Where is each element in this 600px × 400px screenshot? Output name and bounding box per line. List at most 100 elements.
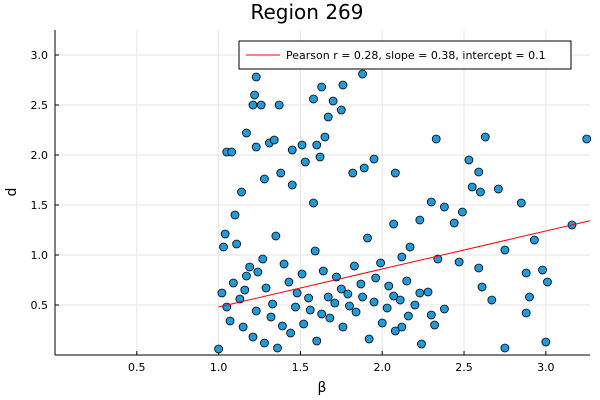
- scatter-point: [364, 334, 374, 344]
- scatter-point: [500, 343, 510, 353]
- scatter-point: [245, 262, 255, 272]
- scatter-point: [384, 281, 394, 291]
- scatter-point: [318, 266, 328, 276]
- scatter-point: [278, 321, 287, 331]
- scatter-point: [382, 303, 392, 313]
- scatter-point: [320, 132, 330, 142]
- scatter-point: [415, 288, 425, 298]
- scatter-point: [431, 134, 441, 144]
- scatter-point: [248, 100, 258, 110]
- scatter-point: [493, 184, 503, 194]
- scatter-point: [276, 168, 286, 178]
- scatter-point: [474, 167, 484, 177]
- scatter-point: [297, 140, 307, 150]
- scatter-point: [251, 142, 261, 152]
- scatter-point: [439, 304, 449, 314]
- scatter-point: [258, 254, 268, 264]
- scatter-point: [417, 339, 426, 349]
- scatter-point: [543, 277, 552, 287]
- scatter-point: [348, 168, 358, 178]
- scatter-point: [439, 202, 449, 212]
- scatter-point: [500, 245, 510, 255]
- scatter-point: [310, 246, 320, 256]
- y-tick-label: 1.5: [31, 199, 49, 212]
- scatter-point: [582, 134, 592, 144]
- scatter-point: [330, 298, 340, 308]
- scatter-point: [250, 90, 260, 100]
- scatter-point: [389, 219, 399, 229]
- scatter-point: [397, 322, 407, 332]
- scatter-point: [323, 292, 333, 302]
- scatter-point: [274, 100, 284, 110]
- scatter-point: [351, 307, 361, 317]
- scatter-point: [449, 218, 459, 228]
- scatter-point: [214, 344, 224, 354]
- scatter-point: [232, 239, 242, 249]
- scatter-point: [390, 168, 400, 178]
- scatter-point: [325, 313, 335, 323]
- scatter-point: [477, 282, 487, 292]
- scatter-point: [350, 261, 359, 271]
- scatter-point: [369, 297, 379, 307]
- scatter-point: [238, 322, 248, 332]
- scatter-point: [377, 318, 387, 328]
- scatter-point: [312, 336, 322, 346]
- chart-title: Region 269: [251, 0, 364, 24]
- x-tick-label: 1.5: [292, 361, 310, 374]
- scatter-point: [359, 163, 369, 173]
- scatter-point: [338, 80, 348, 90]
- scatter-point: [454, 257, 464, 267]
- scatter-point: [297, 269, 307, 279]
- scatter-point: [300, 157, 310, 167]
- y-tick-label: 2.5: [31, 99, 49, 112]
- y-tick-label: 1.0: [31, 249, 49, 262]
- scatter-point: [287, 180, 297, 190]
- scatter-point: [541, 337, 551, 347]
- scatter-point: [248, 332, 258, 342]
- scatter-point: [423, 287, 433, 297]
- scatter-point: [457, 207, 467, 217]
- scatter-point: [312, 140, 322, 150]
- scatter-point: [405, 242, 415, 252]
- scatter-point: [227, 147, 237, 157]
- legend-entry-label: Pearson r = 0.28, slope = 0.38, intercep…: [286, 49, 546, 62]
- scatter-point: [516, 198, 526, 208]
- scatter-point: [525, 292, 534, 302]
- scatter-point: [225, 316, 235, 326]
- scatter-point: [309, 198, 318, 208]
- scatter-point: [397, 252, 407, 262]
- scatter-point: [358, 292, 367, 302]
- scatter-point: [268, 299, 277, 309]
- scatter-point: [315, 152, 325, 162]
- scatter-point: [474, 263, 484, 273]
- scatter-point: [284, 277, 294, 287]
- scatter-point: [467, 182, 477, 192]
- scatter-point: [426, 310, 436, 320]
- scatter-point: [260, 338, 269, 348]
- x-tick-label: 2.5: [455, 361, 473, 374]
- scatter-point: [410, 300, 420, 310]
- scatter-point: [389, 291, 399, 301]
- scatter-point: [292, 288, 302, 298]
- scatter-point: [426, 197, 436, 207]
- scatter-point: [487, 295, 497, 305]
- scatter-point: [480, 132, 490, 142]
- scatter-point: [369, 154, 379, 164]
- scatter-point: [521, 308, 531, 318]
- scatter-point: [323, 112, 333, 122]
- scatter-point: [299, 319, 309, 329]
- scatter-point: [402, 276, 412, 286]
- scatter-point: [430, 320, 439, 330]
- scatter-point: [228, 278, 238, 288]
- scatter-points: [214, 69, 592, 354]
- scatter-point: [220, 229, 230, 239]
- scatter-point: [371, 273, 381, 283]
- x-tick-label: 3.0: [537, 361, 555, 374]
- scatter-point: [415, 215, 425, 225]
- regression-line-group: [218, 220, 591, 308]
- scatter-point: [475, 187, 485, 197]
- x-axis-label: β: [318, 380, 327, 396]
- scatter-point: [271, 231, 281, 241]
- scatter-point: [266, 312, 276, 322]
